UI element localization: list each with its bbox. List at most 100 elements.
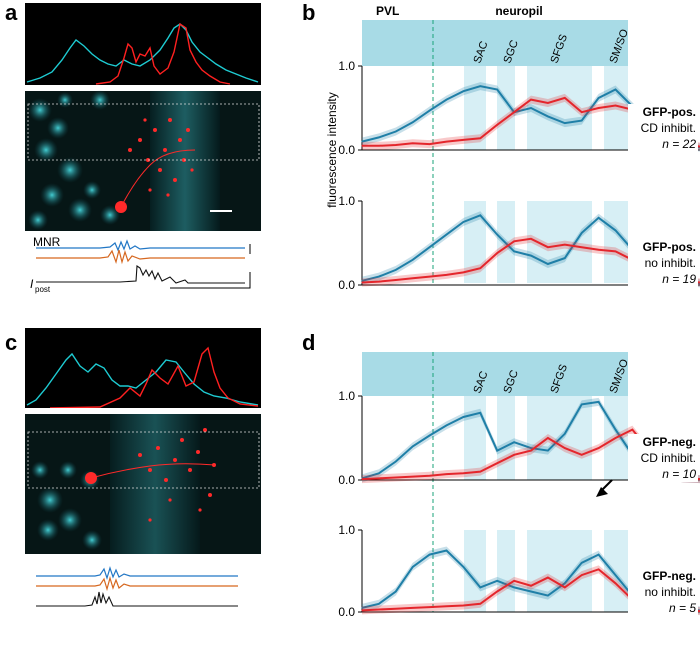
point-blue-0-3 xyxy=(412,121,414,123)
point-red-3-9 xyxy=(513,580,515,582)
condition-line2-3: no inhibit. xyxy=(645,585,696,599)
point-blue-3-6 xyxy=(462,566,464,568)
point-red-1-1 xyxy=(378,281,380,283)
ipost-label-sub: post xyxy=(35,285,51,294)
point-blue-3-11 xyxy=(547,595,549,597)
point-blue-0-4 xyxy=(429,109,431,112)
neuropil-label-b: neuropil xyxy=(495,4,542,18)
condition-n-0: n = 22 xyxy=(662,137,696,151)
point-blue-1-2 xyxy=(395,269,397,271)
point-blue-1-13 xyxy=(581,232,583,234)
point-blue-1-10 xyxy=(530,255,532,257)
point-blue-0-1 xyxy=(378,136,380,138)
condition-line2-1: no inhibit. xyxy=(645,256,696,270)
point-blue-2-6 xyxy=(462,416,464,418)
point-blue-3-3 xyxy=(412,566,414,568)
condition-line2-2: CD inhibit. xyxy=(641,451,696,465)
y-axis-title-text: fluorescence intensity xyxy=(325,92,339,207)
point-red-2-14 xyxy=(598,447,600,449)
y-tick-label-1-1: 1.0 xyxy=(338,194,355,208)
plot-0: 0.0 1.0 GFP-pos. CD inhibit. n = 22 xyxy=(338,59,700,157)
point-red-3-8 xyxy=(496,590,498,593)
point-blue-0-0 xyxy=(361,141,363,143)
point-red-1-11 xyxy=(547,246,549,248)
point-red-2-8 xyxy=(496,462,498,464)
point-red-3-1 xyxy=(378,608,380,611)
point-blue-0-7 xyxy=(479,85,481,87)
panel-c-roi-box xyxy=(27,431,260,489)
point-blue-2-1 xyxy=(378,472,380,474)
point-red-2-11 xyxy=(547,437,549,439)
point-blue-1-7 xyxy=(479,214,481,216)
panel-label-d: d xyxy=(302,330,316,355)
point-red-2-10 xyxy=(530,450,532,452)
y-tick-label-0-1: 1.0 xyxy=(338,59,355,73)
point-red-3-15 xyxy=(614,582,617,584)
y-tick-label-2-0: 0.0 xyxy=(338,473,355,487)
point-blue-2-14 xyxy=(598,401,600,403)
point-red-3-4 xyxy=(429,606,431,608)
point-blue-1-8 xyxy=(496,234,498,236)
point-red-0-3 xyxy=(412,142,414,144)
point-blue-3-12 xyxy=(564,582,566,584)
point-red-0-13 xyxy=(581,111,583,113)
mnr-label: MNR xyxy=(33,235,61,249)
plot-3: 0.0 1.0 GFP-neg. no inhibit. n = 5 xyxy=(338,523,700,619)
point-red-0-7 xyxy=(479,137,481,139)
point-red-3-10 xyxy=(530,585,532,587)
panel-a-cyan-profile xyxy=(26,23,259,83)
point-red-1-9 xyxy=(513,240,515,242)
y-tick-label-3-1: 1.0 xyxy=(338,523,355,537)
point-red-2-6 xyxy=(462,472,464,474)
point-blue-0-8 xyxy=(496,88,498,91)
point-blue-0-10 xyxy=(530,107,532,109)
point-red-2-16 xyxy=(631,429,634,431)
point-blue-0-15 xyxy=(614,88,617,91)
point-blue-1-5 xyxy=(445,234,448,236)
point-blue-2-4 xyxy=(429,434,431,437)
point-red-3-5 xyxy=(445,605,448,607)
point-red-0-1 xyxy=(378,145,380,147)
panel-label-a: a xyxy=(5,0,18,25)
point-red-1-4 xyxy=(429,276,431,278)
point-red-0-8 xyxy=(496,124,498,126)
y-tick-label-1-0: 0.0 xyxy=(338,278,355,292)
point-red-0-14 xyxy=(598,107,600,109)
panel-label-c: c xyxy=(5,330,18,355)
panel-c-cyan-profile xyxy=(26,352,259,406)
point-red-1-8 xyxy=(496,252,498,254)
point-red-2-9 xyxy=(513,454,515,456)
point-red-2-15 xyxy=(614,437,617,439)
point-blue-0-14 xyxy=(598,97,600,99)
point-blue-3-8 xyxy=(496,580,498,582)
ipost-label: I xyxy=(30,277,34,291)
series-band-red-3 xyxy=(362,565,700,616)
scale-bar-ipost xyxy=(170,272,251,289)
panel-label-b: b xyxy=(302,0,316,25)
point-blue-3-1 xyxy=(378,603,380,605)
panel-c-image-band xyxy=(110,414,200,554)
y-tick-label-0-0: 0.0 xyxy=(338,143,355,157)
point-red-1-0 xyxy=(361,281,363,284)
point-blue-0-13 xyxy=(581,120,583,122)
point-blue-3-13 xyxy=(581,562,583,564)
point-red-0-6 xyxy=(462,139,464,141)
point-red-3-11 xyxy=(547,576,549,579)
point-red-1-12 xyxy=(564,244,566,246)
point-red-2-0 xyxy=(361,478,363,480)
point-blue-3-0 xyxy=(361,607,363,609)
condition-line2-0: CD inhibit. xyxy=(641,121,696,135)
y-tick-label-3-0: 0.0 xyxy=(338,605,355,619)
point-red-1-7 xyxy=(479,267,481,269)
panel-c xyxy=(25,328,261,607)
point-blue-2-5 xyxy=(445,424,448,426)
panel-a-red-profile xyxy=(95,22,231,85)
point-red-2-13 xyxy=(581,454,583,456)
point-red-2-4 xyxy=(429,475,431,477)
point-red-1-10 xyxy=(530,238,532,240)
panel-d-header xyxy=(362,352,628,396)
point-blue-2-3 xyxy=(412,445,414,447)
point-blue-2-8 xyxy=(496,450,498,452)
point-red-1-3 xyxy=(412,277,414,279)
